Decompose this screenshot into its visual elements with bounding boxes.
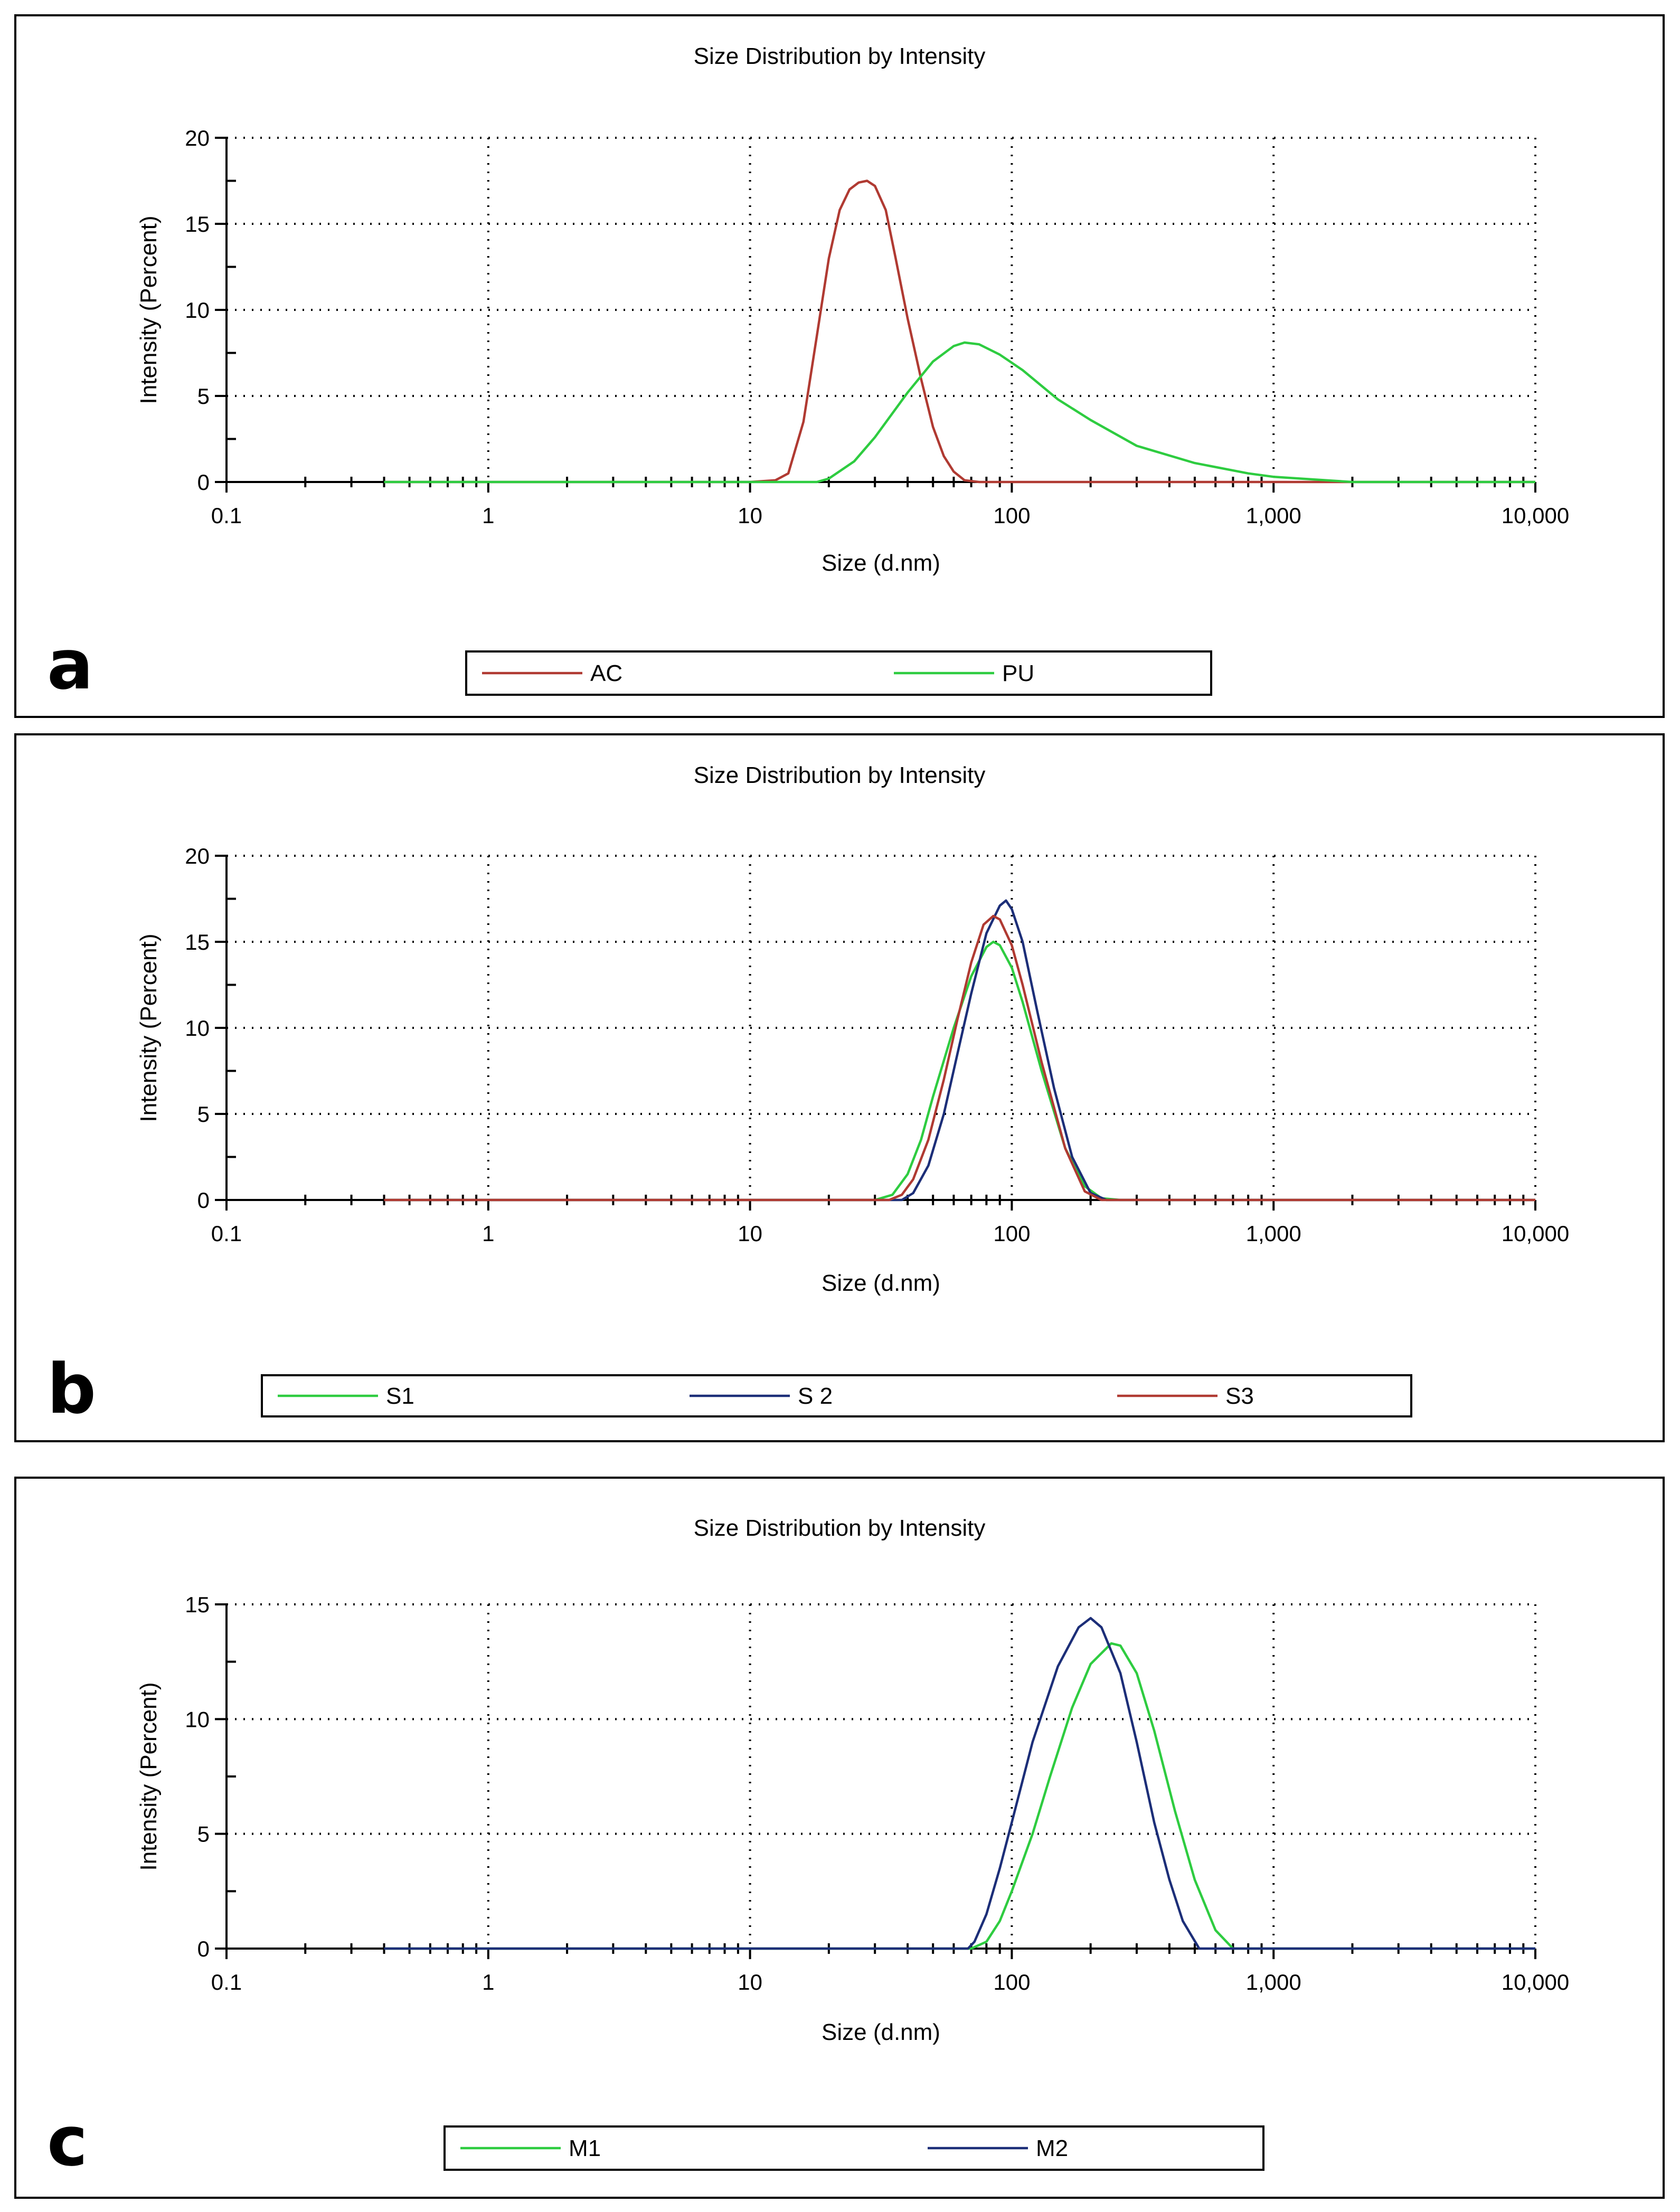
legend-label: S3: [1225, 1383, 1254, 1409]
y-axis-label: Intensity (Percent): [136, 215, 162, 404]
chart-panel-a: Size Distribution by Intensity 0 5 10 15 20 0.…: [14, 14, 1665, 718]
legend-label: S1: [386, 1383, 414, 1409]
chart-title: Size Distribution by Intensity: [694, 762, 986, 788]
legend-box: [443, 2125, 1264, 2171]
x-tick-label: 1: [482, 1970, 494, 1994]
x-tick-label: 10,000: [1502, 1221, 1569, 1246]
x-tick-label: 100: [993, 1970, 1030, 1994]
x-tick-label: 10: [738, 1221, 762, 1246]
panel-label: b: [47, 1349, 96, 1429]
series-line-s2: [384, 899, 1535, 1202]
x-axis-label: Size (d.nm): [822, 550, 940, 576]
chart-panel-c: Size Distribution by Intensity 0 5 10 15 0.1 1…: [14, 1477, 1665, 2199]
chart-title: Size Distribution by Intensity: [694, 43, 986, 69]
chart-title: Size Distribution by Intensity: [694, 1515, 986, 1541]
y-tick-label: 10: [185, 298, 210, 323]
panel-label: c: [47, 2101, 88, 2181]
y-axis-label: Intensity (Percent): [136, 1682, 162, 1870]
y-tick-label: 20: [185, 126, 210, 150]
x-tick-label: 1,000: [1246, 1970, 1301, 1994]
series-line-s3: [384, 914, 1535, 1202]
x-tick-label: 0.1: [211, 1970, 242, 1994]
legend-box: [261, 1374, 1412, 1417]
legend-label: AC: [590, 660, 622, 686]
y-tick-label: 0: [197, 1188, 210, 1213]
x-tick-label: 1,000: [1246, 503, 1301, 528]
y-tick-label: 15: [185, 930, 210, 954]
x-tick-label: 10: [738, 1970, 762, 1994]
chart-svg: Size Distribution by Intensity 0 5 10 15 0.1 1…: [47, 1515, 1569, 2181]
series-line-s1: [384, 940, 1535, 1202]
x-axis-label: Size (d.nm): [822, 2019, 940, 2045]
y-tick-label: 15: [185, 1592, 210, 1617]
x-axis-label: Size (d.nm): [822, 1270, 940, 1296]
series-line-ac: [384, 179, 1535, 484]
x-tick-label: 10,000: [1502, 503, 1569, 528]
legend-box: [465, 650, 1212, 696]
y-tick-label: 20: [185, 844, 210, 868]
x-tick-label: 100: [993, 503, 1030, 528]
panel-label: a: [47, 625, 93, 705]
y-tick-label: 0: [197, 470, 210, 495]
y-tick-label: 10: [185, 1016, 210, 1041]
chart-svg: Size Distribution by Intensity 0 5 10 15 20 0.…: [47, 762, 1569, 1429]
legend-label: PU: [1002, 660, 1034, 686]
y-tick-label: 5: [197, 1102, 210, 1127]
legend-label: M1: [569, 2135, 601, 2161]
chart-svg: Size Distribution by Intensity 0 5 10 15 20 0.…: [47, 43, 1569, 705]
series-line-pu: [384, 341, 1535, 484]
x-tick-label: 10: [738, 503, 762, 528]
x-tick-label: 1: [482, 503, 494, 528]
series-line-m2: [384, 1617, 1535, 1950]
y-axis-label: Intensity (Percent): [136, 933, 162, 1122]
x-tick-label: 10,000: [1502, 1970, 1569, 1994]
x-tick-label: 0.1: [211, 503, 242, 528]
legend-label: S 2: [798, 1383, 833, 1409]
y-tick-label: 5: [197, 384, 210, 409]
x-tick-label: 1,000: [1246, 1221, 1301, 1246]
y-tick-label: 5: [197, 1822, 210, 1847]
x-tick-label: 100: [993, 1221, 1030, 1246]
chart-panel-b: Size Distribution by Intensity 0 5 10 15 20 0.…: [14, 733, 1665, 1442]
x-tick-label: 1: [482, 1221, 494, 1246]
series-line-m1: [384, 1642, 1535, 1950]
y-tick-label: 0: [197, 1936, 210, 1961]
legend-label: M2: [1036, 2135, 1068, 2161]
x-tick-label: 0.1: [211, 1221, 242, 1246]
y-tick-label: 15: [185, 212, 210, 237]
y-tick-label: 10: [185, 1707, 210, 1732]
